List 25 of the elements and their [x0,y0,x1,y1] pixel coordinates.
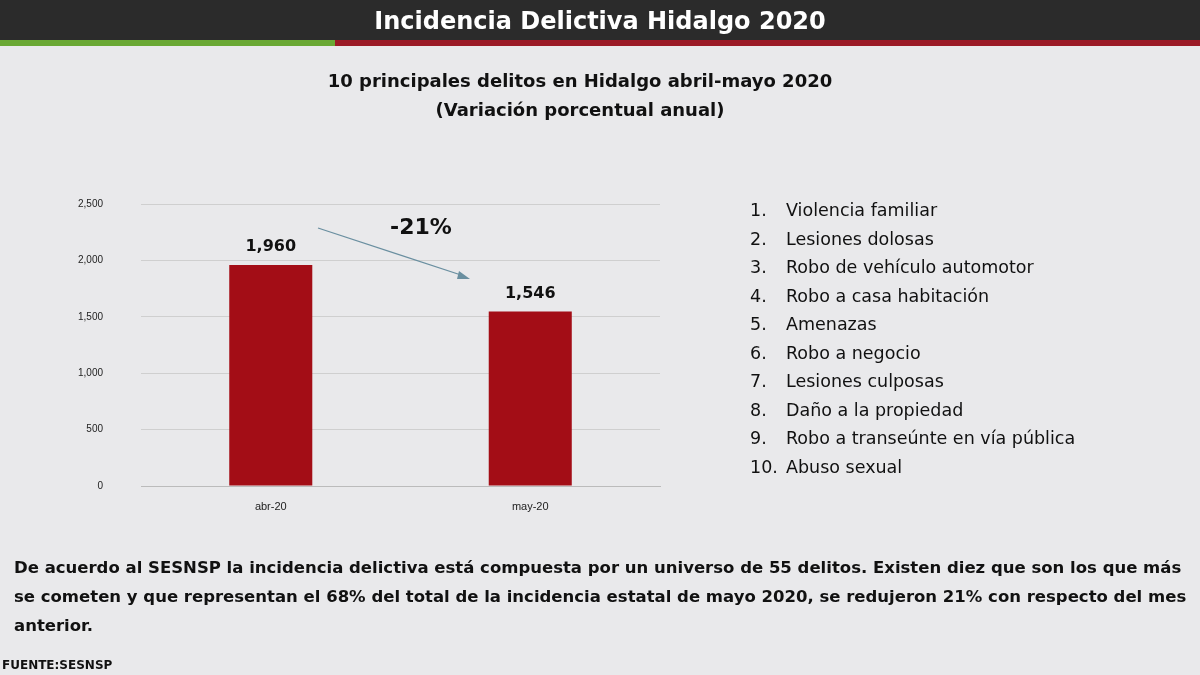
text: 4. Robo a casa habitación [750,284,990,308]
text: 1. Violencia familiar [750,199,938,222]
text: 2. Lesiones dolosas [750,227,934,251]
x-tick-label: abr-20 [254,499,287,512]
y-tick-label: 0 [97,479,104,491]
text: 10. Abuso sexual [750,455,903,479]
chart-subtitle: 10 principales delitos en Hidalgo abril-mayo 2020 (Variación porcentual anual) [326,69,834,122]
data-label: 1,960 [245,236,297,256]
data-label: 1,546 [504,282,556,302]
source-note: FUENTE:SESNSP [2,658,113,672]
text: 7. Lesiones culposas [750,370,944,393]
text: 9. Robo a transeúnte en vía pública [750,427,1076,450]
text: 8. Daño a la propiedad [750,398,964,422]
text: 3. Robo de vehículo automotor [750,256,1034,279]
y-tick-label: 2,000 [77,254,104,266]
y-tick-label: 500 [86,423,104,435]
text: 6. Robo a negocio [750,341,921,365]
y-tick-label: 2,500 [77,197,104,209]
text: 5. Amenazas [750,313,877,336]
chart-title: Incidencia Delictiva Hidalgo 2020 [0,0,1200,40]
annotation: -21% [390,214,452,239]
y-tick-label: 1,000 [77,366,104,378]
text: De acuerdo al SESNSP la incidencia delictiva está compuesta por un universo de 55 delitos. Existen diez que son los que más se cometen y que representan el 68% del total de la incidencia estatal de mayo 2020, se redujeron 21% con respecto del mes anterior. [14,557,1188,637]
x-tick-label: may-20 [511,499,549,512]
y-tick-label: 1,500 [77,310,104,322]
